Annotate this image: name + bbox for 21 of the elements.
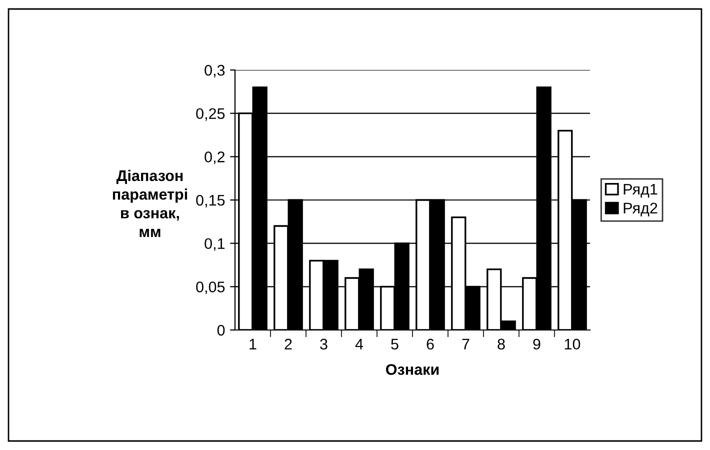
y-tick-label: 0,2 (204, 152, 225, 164)
y-tick-label: 0,1 (204, 238, 225, 251)
x-tick-label: 7 (462, 338, 470, 350)
x-tick-label: 4 (355, 338, 364, 350)
x-tick-label: 5 (391, 338, 398, 350)
x-tick-label: 6 (426, 338, 434, 350)
x-tick-label: 9 (533, 338, 540, 350)
y-tick-label: 0,3 (204, 64, 225, 78)
y-axis-title: Діапазон параметрі в ознак, мм (112, 170, 188, 237)
x-tick-label: 3 (320, 338, 328, 350)
x-axis-title: Ознаки (386, 364, 439, 375)
y-tick-label: 0,25 (196, 108, 225, 121)
y-tick-label: 0,05 (196, 282, 225, 294)
y-tick-label: 0 (217, 324, 225, 336)
legend-label: Ряд2 (624, 202, 658, 216)
y-tick-label: 0,15 (196, 194, 225, 208)
legend-label: Ряд1 (624, 184, 658, 198)
x-tick-label: 8 (498, 338, 505, 350)
x-tick-label: 1 (250, 338, 256, 350)
x-tick-label: 10 (564, 338, 580, 350)
x-tick-label: 2 (284, 338, 292, 350)
